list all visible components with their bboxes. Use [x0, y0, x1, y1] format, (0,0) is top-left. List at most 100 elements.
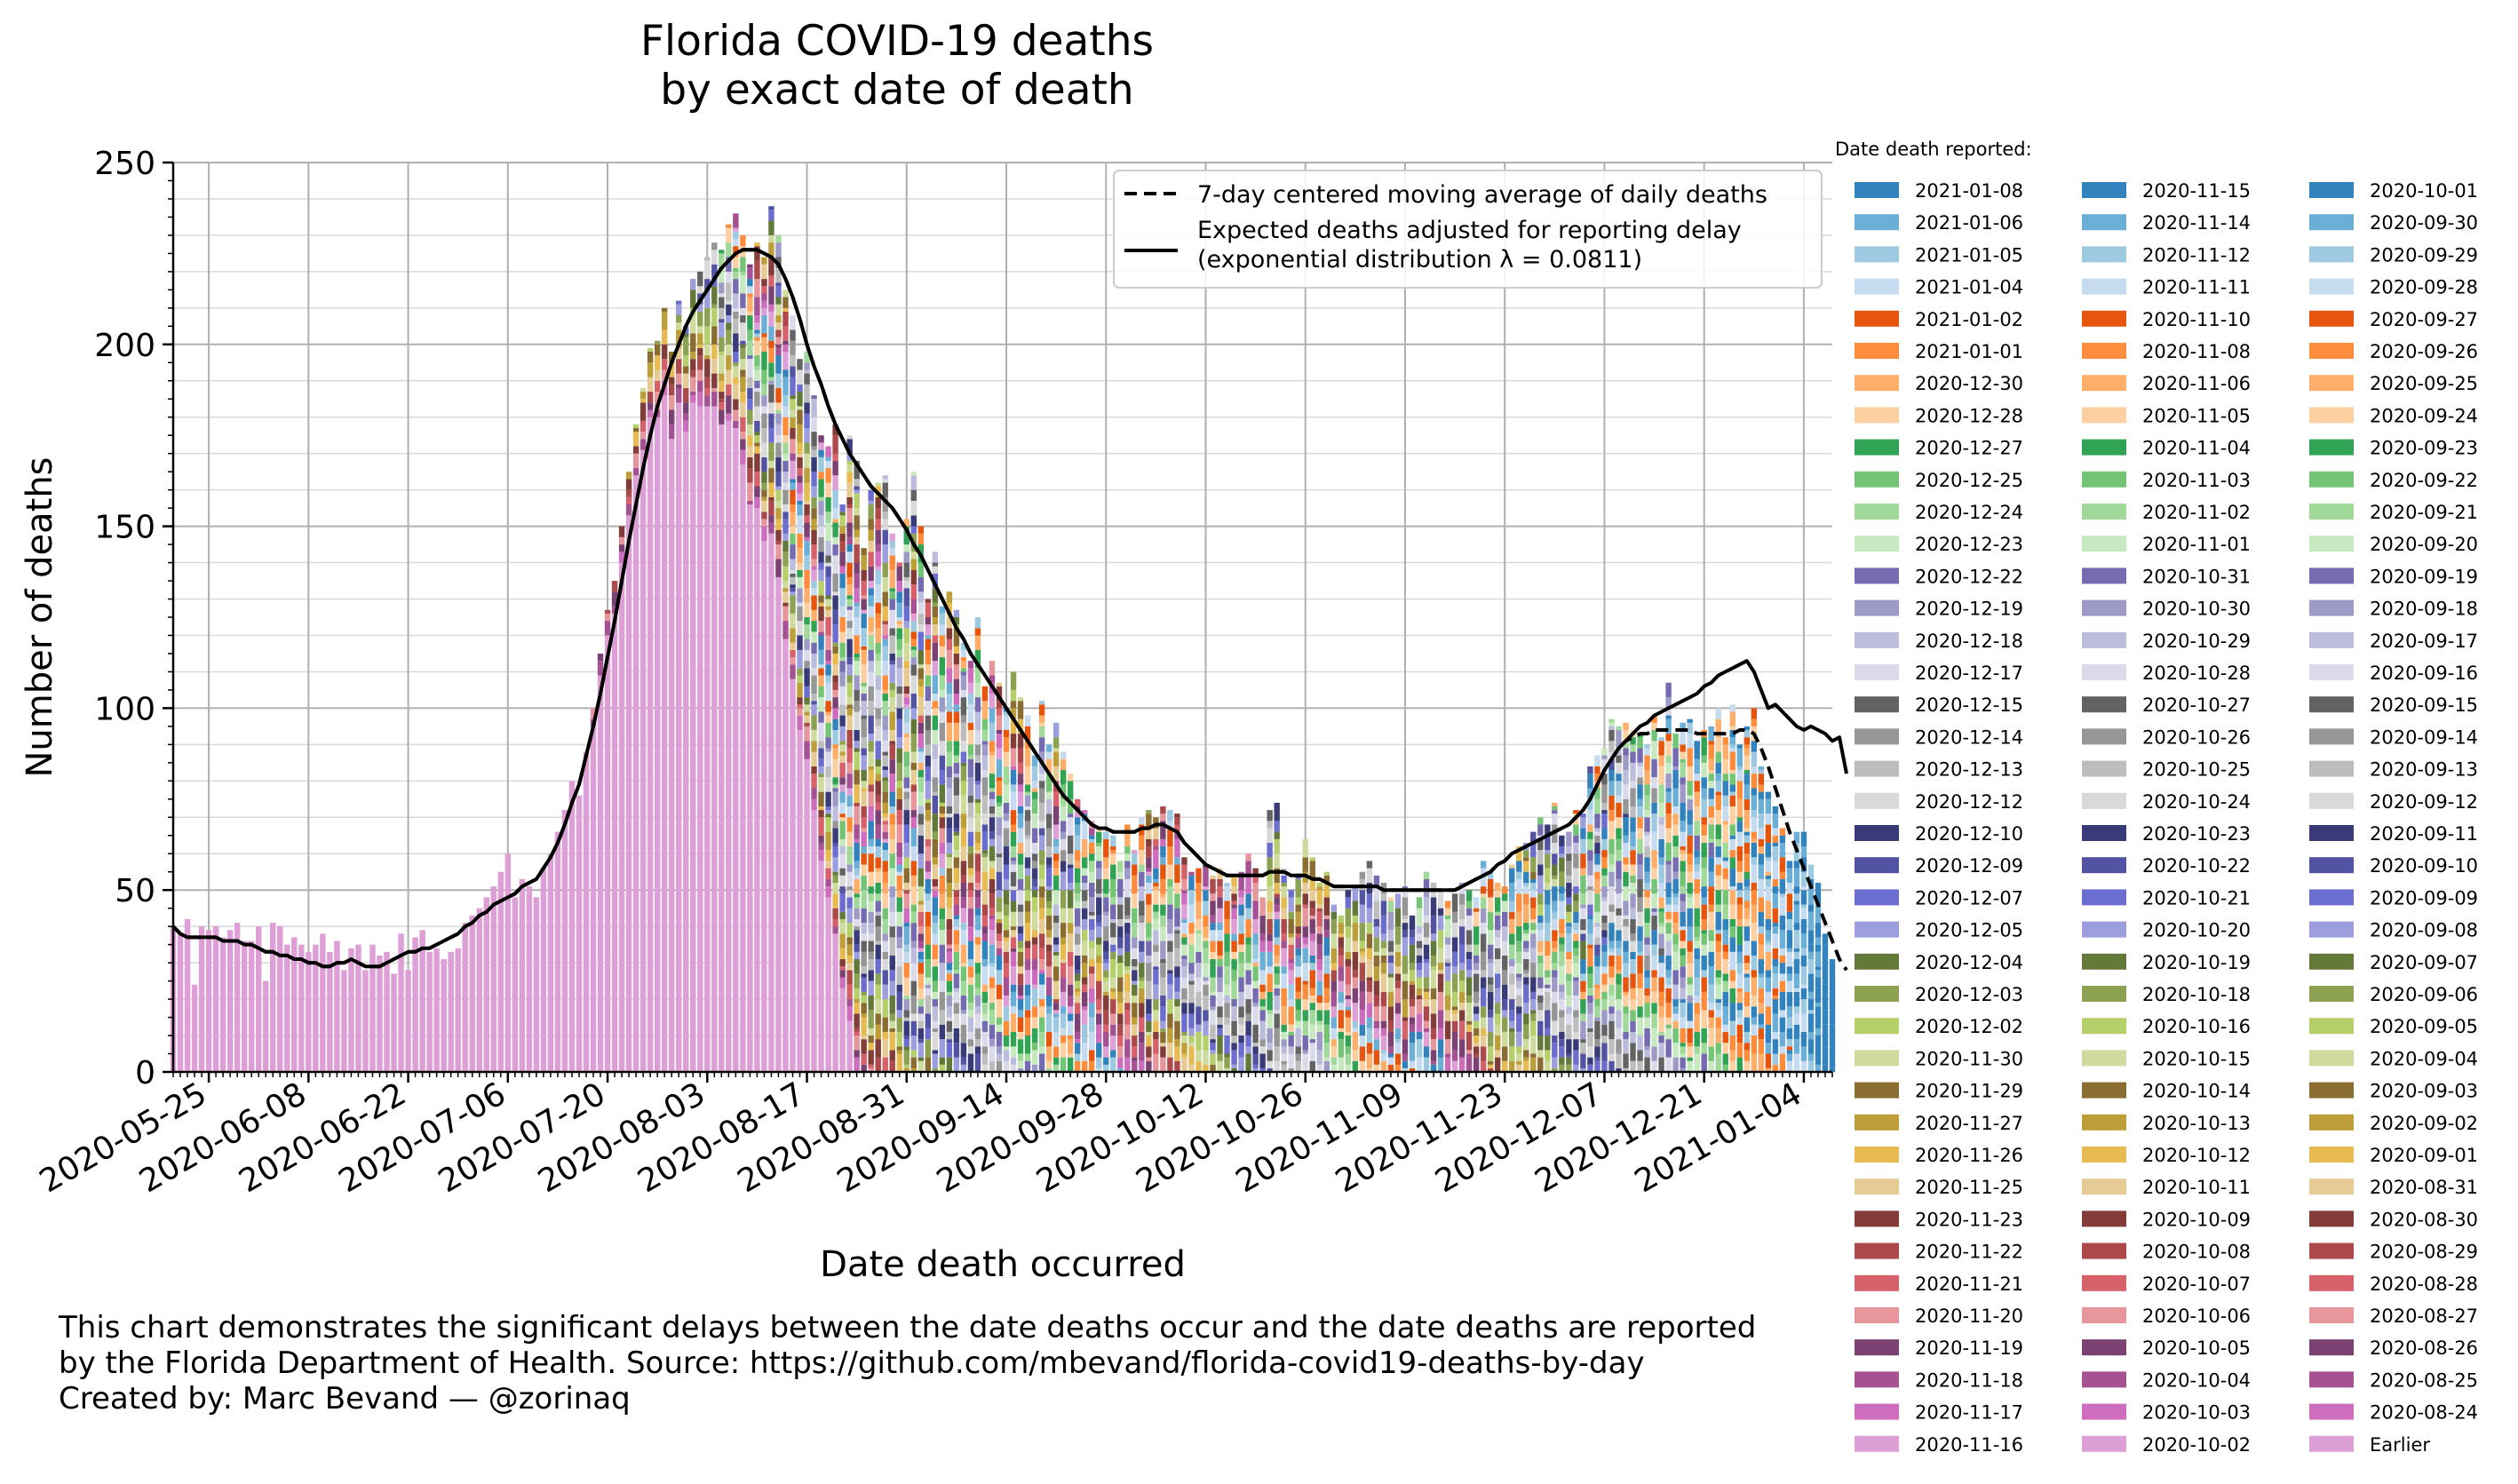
bar-segment — [996, 715, 1003, 730]
bar-segment — [1081, 977, 1088, 985]
bar-segment — [960, 846, 967, 861]
bar-segment — [1444, 980, 1451, 996]
bar-segment — [854, 999, 860, 1004]
bar-segment — [1330, 911, 1338, 919]
bar-segment — [974, 628, 981, 636]
bar-segment — [854, 657, 860, 662]
bar-day — [1772, 805, 1779, 1072]
bar-day — [1345, 890, 1352, 1072]
bar-segment — [974, 937, 981, 945]
bar-segment — [1252, 1053, 1259, 1065]
bar-segment — [1829, 977, 1836, 992]
expected-deaths-line — [171, 248, 1848, 969]
bar-segment — [1729, 835, 1736, 839]
bar-segment — [1338, 933, 1345, 938]
bar-segment — [1736, 766, 1743, 771]
bar-segment — [825, 649, 831, 662]
bar-segment — [1473, 955, 1480, 964]
bar-segment — [932, 944, 939, 960]
bar-day — [533, 897, 540, 1072]
bar-segment — [1729, 795, 1736, 806]
bar-segment — [974, 908, 981, 916]
bar-segment — [868, 766, 874, 771]
bar-segment — [832, 555, 838, 574]
bar-segment — [1708, 1010, 1714, 1018]
bar-segment — [846, 435, 853, 440]
bar-segment — [1031, 1006, 1038, 1018]
bar-segment — [797, 708, 803, 716]
bar-segment — [1609, 741, 1615, 752]
bar-segment — [1722, 824, 1728, 843]
bar-segment — [1494, 959, 1501, 974]
bar-segment — [775, 373, 782, 388]
bar-segment — [1708, 838, 1714, 843]
bar-segment — [263, 980, 269, 1072]
bar-segment — [761, 369, 767, 385]
bar-segment — [1181, 1031, 1188, 1036]
bar-segment — [1174, 908, 1180, 927]
bar-segment — [797, 384, 803, 393]
bar-day — [825, 446, 831, 1072]
bar-segment — [719, 307, 725, 320]
bar-segment — [1167, 810, 1173, 821]
bar-segment — [1451, 1013, 1458, 1021]
bar-segment — [1630, 875, 1636, 884]
bar-segment — [1295, 937, 1301, 948]
bar-segment — [775, 347, 782, 356]
bar-segment — [1295, 875, 1301, 879]
bar-segment — [1259, 933, 1266, 941]
bar-segment — [846, 715, 853, 730]
bar-segment — [441, 959, 447, 1072]
bar-segment — [782, 326, 789, 341]
bar-segment — [1587, 875, 1593, 887]
bar-segment — [1680, 1017, 1686, 1028]
bar-segment — [960, 649, 967, 658]
bar-segment — [967, 661, 974, 669]
bar-segment — [1217, 955, 1223, 960]
bar-segment — [1316, 908, 1323, 912]
bar-segment — [1473, 973, 1480, 992]
bar-day — [854, 460, 860, 1072]
bar-segment — [1772, 842, 1779, 847]
bar-segment — [761, 395, 767, 407]
bar-segment — [1081, 1043, 1088, 1061]
bar-segment — [1623, 901, 1629, 916]
bar-segment — [797, 359, 803, 370]
bar-segment — [889, 926, 895, 938]
bar-segment — [1701, 955, 1707, 971]
bar-segment — [1281, 1031, 1287, 1040]
bar-segment — [1516, 1006, 1522, 1014]
bar-segment — [1124, 846, 1131, 854]
bar-segment — [1338, 1031, 1345, 1040]
bar-day — [327, 951, 333, 1072]
bar-segment — [1609, 810, 1615, 821]
bar-segment — [1238, 871, 1244, 891]
bar-segment — [1210, 977, 1216, 992]
bar-day — [405, 970, 411, 1072]
bar-segment — [1559, 871, 1565, 887]
bar-segment — [1665, 904, 1672, 912]
bar-segment — [733, 420, 739, 429]
bar-segment — [839, 853, 846, 869]
bar-segment — [1594, 755, 1601, 766]
bar-segment — [953, 828, 960, 832]
bar-segment — [1458, 886, 1466, 894]
bar-segment — [1694, 878, 1700, 894]
bar-segment — [747, 456, 753, 469]
bar-segment — [1530, 963, 1537, 978]
bar-segment — [1231, 999, 1237, 1007]
bar-segment — [1052, 955, 1060, 967]
bar-day — [1160, 805, 1166, 1072]
bar-segment — [761, 482, 767, 490]
bar-day — [1017, 697, 1024, 1072]
bar-segment — [946, 868, 953, 884]
bar-segment — [1566, 1039, 1572, 1054]
bar-segment — [946, 722, 953, 742]
bar-segment — [996, 1017, 1003, 1025]
bar-segment — [1616, 1010, 1622, 1028]
bar-segment — [1024, 784, 1031, 792]
bar-segment — [903, 1064, 909, 1068]
bar-segment — [839, 686, 846, 705]
bar-segment — [561, 810, 568, 1072]
bar-segment — [925, 1057, 932, 1072]
